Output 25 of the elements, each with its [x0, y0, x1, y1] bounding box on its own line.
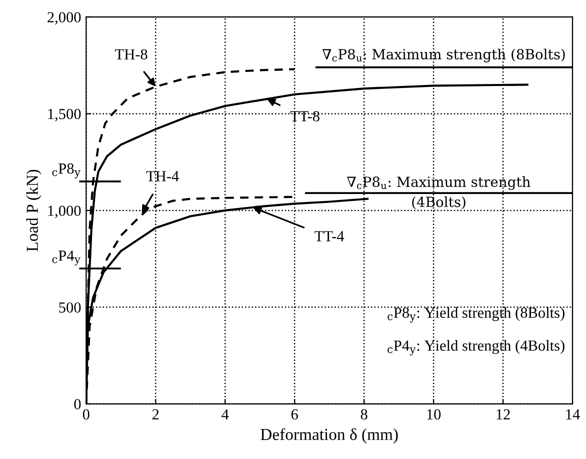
- series-label: TH-4: [146, 171, 179, 182]
- x-tick-label: 10: [427, 409, 441, 420]
- x-tick-label: 14: [566, 409, 580, 420]
- ref-line-label: $_{c}$P4$_{y}$: [52, 250, 80, 266]
- x-axis-title: Deformation δ (mm): [260, 428, 398, 444]
- x-tick-label: 2: [152, 409, 159, 420]
- y-tick-label: 1,000: [48, 206, 81, 218]
- y-tick-label: 0: [74, 399, 81, 410]
- y-axis-title: Load P (kN): [26, 170, 42, 252]
- x-tick-label: 6: [291, 409, 298, 420]
- x-tick-label: 4: [222, 409, 229, 420]
- y-tick-label: 1,500: [48, 108, 81, 122]
- x-tick-label: 8: [360, 409, 368, 420]
- annotation: $_{c}$P4$_{y}$: Yield strength (4Bolts): [388, 340, 564, 356]
- y-tick-label: 500: [59, 302, 81, 313]
- ref-line-label: ∇$_{c}$P8$_{u}$: Maximum strength (8Bolts): [322, 48, 565, 62]
- ref-line-label: ∇$_{c}$P8$_{u}$: Maximum strength (4Bolts): [347, 176, 530, 210]
- x-tick-label: 0: [82, 409, 90, 420]
- y-tick-label: 2,000: [48, 12, 81, 25]
- series-label: TH-8: [115, 49, 148, 60]
- series-label: TT-8: [290, 111, 320, 122]
- x-tick-label: 12: [496, 409, 510, 420]
- ref-line-label: $_{c}$P8$_{y}$: [52, 163, 80, 178]
- series-label: TT-4: [314, 231, 344, 242]
- annotation: $_{c}$P8$_{y}$: Yield strength (8Bolts): [388, 307, 564, 322]
